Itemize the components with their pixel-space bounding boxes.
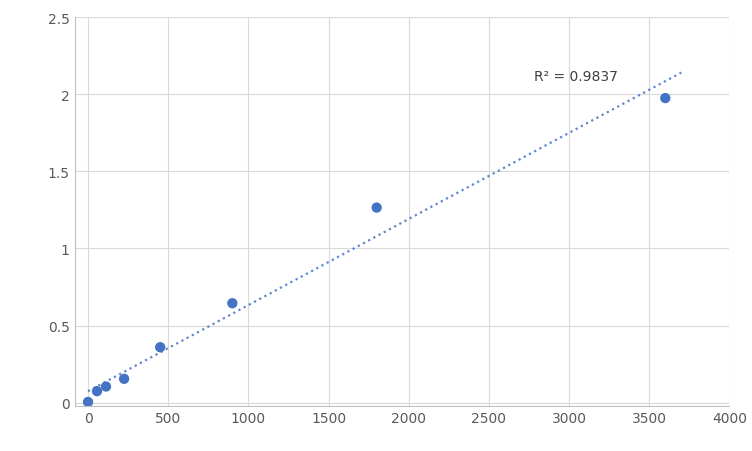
Point [660,95,672,102]
Point [118,375,130,382]
Point [371,204,383,212]
Point [226,300,238,307]
Point [82,398,94,405]
Point [91,388,103,395]
Point [154,344,166,351]
Text: R² = 0.9837: R² = 0.9837 [534,70,617,84]
Point [100,383,112,390]
